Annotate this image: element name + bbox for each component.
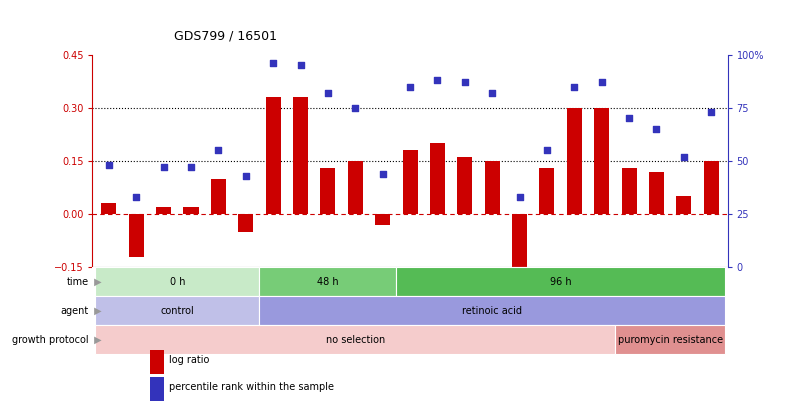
Point [540, 147, 552, 153]
Text: agent: agent [60, 306, 88, 316]
Bar [292, 97, 308, 214]
Bar [703, 161, 718, 214]
Point [485, 90, 498, 96]
Bar [238, 214, 253, 232]
Point [403, 83, 416, 90]
Text: control: control [161, 306, 194, 316]
Point [349, 104, 361, 111]
Text: puromycin resistance: puromycin resistance [617, 335, 722, 345]
Point [267, 60, 279, 66]
Bar [375, 214, 389, 225]
Text: 96 h: 96 h [549, 277, 571, 287]
Point [102, 162, 115, 168]
Bar [675, 196, 691, 214]
Point [157, 164, 170, 171]
Point [704, 109, 717, 115]
Bar [621, 168, 636, 214]
Point [321, 90, 334, 96]
Bar [320, 168, 335, 214]
Bar [648, 172, 663, 214]
Bar [484, 161, 499, 214]
Point [185, 164, 198, 171]
Bar [539, 168, 554, 214]
Bar [348, 161, 362, 214]
Point [458, 79, 471, 85]
FancyBboxPatch shape [259, 296, 724, 325]
Point [376, 171, 389, 177]
Text: ▶: ▶ [91, 306, 101, 316]
FancyBboxPatch shape [95, 325, 614, 354]
Bar [149, 350, 163, 373]
Text: time: time [66, 277, 88, 287]
Text: ▶: ▶ [91, 335, 101, 345]
Text: log ratio: log ratio [169, 355, 209, 365]
Text: no selection: no selection [325, 335, 385, 345]
Bar [149, 377, 163, 401]
Point [512, 194, 525, 200]
Bar [430, 143, 444, 214]
Point [239, 173, 252, 179]
Text: ▶: ▶ [91, 277, 101, 287]
Point [677, 153, 690, 160]
Text: growth protocol: growth protocol [12, 335, 88, 345]
FancyBboxPatch shape [259, 267, 396, 296]
Text: 0 h: 0 h [169, 277, 185, 287]
Text: retinoic acid: retinoic acid [462, 306, 521, 316]
FancyBboxPatch shape [95, 296, 259, 325]
Point [594, 79, 607, 85]
FancyBboxPatch shape [396, 267, 724, 296]
Point [212, 147, 225, 153]
Bar [457, 158, 471, 214]
Bar [128, 214, 144, 257]
Point [129, 194, 142, 200]
Point [294, 62, 307, 68]
Bar [566, 108, 581, 214]
FancyBboxPatch shape [95, 267, 259, 296]
Point [430, 77, 443, 83]
FancyBboxPatch shape [614, 325, 724, 354]
Point [649, 126, 662, 132]
Bar [156, 207, 171, 214]
Text: percentile rank within the sample: percentile rank within the sample [169, 382, 333, 392]
Point [622, 115, 634, 122]
Bar [402, 150, 417, 214]
Bar [512, 214, 527, 274]
Bar [101, 203, 116, 214]
Text: 48 h: 48 h [316, 277, 338, 287]
Point [567, 83, 580, 90]
Bar [593, 108, 609, 214]
Text: GDS799 / 16501: GDS799 / 16501 [173, 30, 276, 43]
Bar [183, 207, 198, 214]
Bar [265, 97, 280, 214]
Bar [210, 179, 226, 214]
